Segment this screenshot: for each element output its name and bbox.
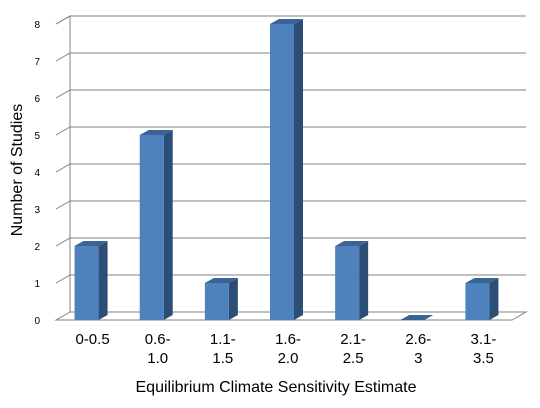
y-tick-label: 0: [34, 316, 40, 327]
bar-side: [294, 19, 303, 320]
y-tick-label: 8: [34, 20, 40, 31]
y-tick-label: 6: [34, 94, 40, 105]
y-tick-label: 5: [34, 131, 40, 142]
bar: [205, 278, 238, 320]
bar-side: [489, 278, 498, 320]
x-tick-label: 2.6-3: [405, 331, 431, 367]
bar-front: [465, 283, 489, 320]
bar: [465, 278, 498, 320]
y-tick-label: 4: [34, 168, 40, 179]
y-tick-label: 2: [34, 242, 40, 253]
y-tick-label: 7: [34, 57, 40, 68]
x-tick-label: 3.1-3.5: [470, 331, 496, 367]
bar-front: [140, 135, 164, 320]
x-tick-label: 1.1-1.5: [210, 331, 236, 367]
y-tick-label: 3: [34, 205, 40, 216]
bar-front: [75, 246, 99, 320]
bar: [75, 241, 108, 320]
y-tick-label: 1: [34, 279, 40, 290]
bar-side: [359, 241, 368, 320]
bar-side: [164, 130, 173, 320]
bar: [335, 241, 368, 320]
y-axis-title: Number of Studies: [9, 104, 26, 237]
x-tick-labels: 0-0.5 0.6-1.0 1.1-1.5 1.6-2.0 2.1-2.5 2.6-3 3.…: [75, 331, 496, 367]
bar-top: [400, 315, 433, 320]
x-tick-label: 1.6-2.0: [275, 331, 301, 367]
y-tick-labels: 0 1 2 3 4 5 6 7 8: [34, 20, 40, 327]
bar: [400, 315, 433, 320]
bar-front: [205, 283, 229, 320]
bar-side: [229, 278, 238, 320]
bar-front: [335, 246, 359, 320]
x-tick-label: 0.6-1.0: [145, 331, 171, 367]
x-axis-title: Equilibrium Climate Sensitivity Estimate: [136, 379, 417, 396]
x-tick-label: 2.1-2.5: [340, 331, 366, 367]
bar-front: [270, 24, 294, 320]
bar: [140, 130, 173, 320]
bar-side: [99, 241, 108, 320]
wall-left-edge: [56, 16, 70, 312]
bar: [270, 19, 303, 320]
x-tick-label: 0-0.5: [75, 331, 109, 348]
